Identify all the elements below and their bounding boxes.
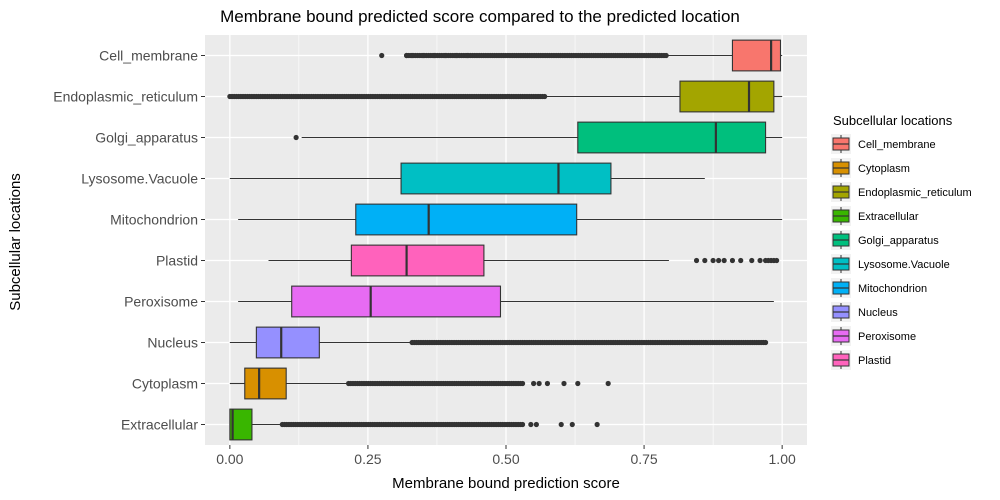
box-peroxisome <box>238 285 774 318</box>
iqr-box <box>229 408 253 441</box>
legend-label: Plastid <box>858 355 891 367</box>
legend-entry: Cell_membrane <box>831 134 936 154</box>
legend-entry: Mitochondrion <box>831 278 927 298</box>
y-tick-label: Nucleus <box>147 335 198 351</box>
outlier-point <box>533 421 539 428</box>
legend-entry: Plastid <box>831 350 891 370</box>
legend-label: Endoplasmic_reticulum <box>858 187 972 199</box>
outlier-point <box>716 257 722 264</box>
outlier-point <box>519 421 526 428</box>
outlier-point <box>762 339 769 346</box>
legend-label: Extracellular <box>858 211 919 223</box>
y-tick-label: Mitochondrion <box>110 212 198 228</box>
outlier-point <box>693 257 700 264</box>
legend-entry: Peroxisome <box>831 326 916 346</box>
outlier-point <box>702 257 708 264</box>
x-tick-label: 0.00 <box>216 451 243 467</box>
legend-label: Nucleus <box>858 307 898 319</box>
x-axis: 0.00 0.25 0.50 0.75 1.00 <box>216 445 796 467</box>
box-mitochondrion <box>238 203 783 236</box>
y-tick-label: Cytoplasm <box>132 376 198 392</box>
outlier-point <box>575 380 581 387</box>
outlier-point <box>558 421 564 428</box>
legend-label: Golgi_apparatus <box>858 235 939 247</box>
outlier-point <box>403 52 410 59</box>
legend-entry: Nucleus <box>831 302 898 322</box>
legend-entry: Lysosome.Vacuole <box>831 254 950 274</box>
y-axis-title: Subcellular locations <box>7 173 24 311</box>
iqr-box <box>291 285 502 318</box>
iqr-box <box>577 121 767 154</box>
iqr-box <box>255 326 320 359</box>
outlier-point <box>774 257 780 264</box>
outlier-point <box>749 257 755 264</box>
box-cytoplasm <box>229 367 611 400</box>
outlier-point <box>710 257 716 264</box>
y-tick-label: Extracellular <box>121 417 198 433</box>
iqr-box <box>731 39 782 72</box>
outlier-point <box>420 52 426 59</box>
y-tick-label: Cell_membrane <box>99 48 198 64</box>
outlier-point <box>464 52 470 59</box>
iqr-box <box>350 244 485 277</box>
outlier-point <box>379 52 385 59</box>
outlier-point <box>594 421 600 428</box>
iqr-box <box>400 162 612 195</box>
legend-label: Cell_membrane <box>858 139 936 151</box>
outlier-point <box>721 257 727 264</box>
legend-label: Cytoplasm <box>858 163 910 175</box>
box-golgi-apparatus <box>293 121 783 154</box>
outlier-point <box>519 380 526 387</box>
box-plastid <box>268 244 780 277</box>
box-series <box>227 39 783 441</box>
outlier-point <box>536 380 542 387</box>
y-tick-label: Plastid <box>156 253 198 269</box>
iqr-box <box>679 80 775 113</box>
box-endoplasmic-reticulum <box>227 80 783 113</box>
box-extracellular <box>229 408 600 441</box>
x-axis-title: Membrane bound prediction score <box>392 475 620 492</box>
outlier-point <box>442 52 448 59</box>
y-axis: Cell_membrane Endoplasmic_reticulum Golgi_… <box>53 48 205 433</box>
outlier-point <box>431 52 437 59</box>
outlier-point <box>605 380 611 387</box>
x-tick-label: 0.25 <box>354 451 381 467</box>
legend-entry: Cytoplasm <box>831 158 910 178</box>
outlier-point <box>561 380 567 387</box>
iqr-box <box>244 367 287 400</box>
legend-label: Peroxisome <box>858 331 916 343</box>
outlier-point <box>544 380 551 387</box>
x-tick-label: 0.50 <box>492 451 519 467</box>
outlier-point <box>757 257 763 264</box>
outlier-point <box>738 257 744 264</box>
legend-title: Subcellular locations <box>833 113 953 128</box>
y-tick-label: Peroxisome <box>124 294 198 310</box>
outlier-point <box>569 421 575 428</box>
legend-label: Mitochondrion <box>858 283 927 295</box>
legend: Subcellular locations Cell_membrane Cytop… <box>831 113 972 370</box>
box-lysosome-vacuole <box>229 162 705 195</box>
legend-entry: Endoplasmic_reticulum <box>831 182 972 202</box>
x-tick-label: 1.00 <box>769 451 796 467</box>
y-tick-label: Golgi_apparatus <box>95 130 198 146</box>
outlier-point <box>729 257 736 264</box>
y-tick-label: Endoplasmic_reticulum <box>53 89 198 105</box>
legend-label: Lysosome.Vacuole <box>858 259 950 271</box>
outlier-point <box>453 52 459 59</box>
chart-title: Membrane bound predicted score compared … <box>220 7 740 26</box>
iqr-box <box>355 203 578 236</box>
outlier-point <box>293 134 299 141</box>
outlier-point <box>409 52 415 59</box>
y-tick-label: Lysosome.Vacuole <box>81 171 198 187</box>
outlier-point <box>531 380 537 387</box>
outlier-point <box>528 421 534 428</box>
legend-entry: Golgi_apparatus <box>831 230 939 250</box>
box-cell-membrane <box>379 39 783 72</box>
box-nucleus <box>229 326 769 359</box>
x-tick-label: 0.75 <box>630 451 657 467</box>
legend-entry: Extracellular <box>831 206 919 226</box>
